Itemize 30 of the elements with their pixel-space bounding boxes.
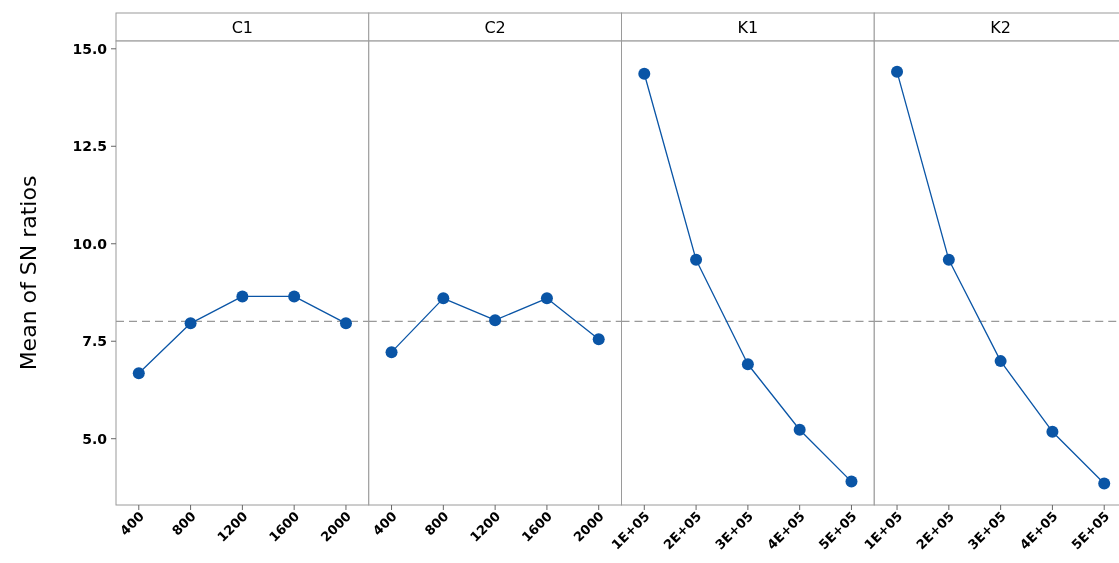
point [942, 253, 955, 266]
y-tick-label: 15.0 [72, 40, 108, 57]
point [891, 65, 904, 78]
point [437, 292, 450, 305]
point [236, 290, 249, 303]
chart-title: C2 [484, 18, 506, 37]
chart-title: K2 [990, 18, 1011, 37]
y-tick-label: 7.5 [82, 333, 107, 350]
point [845, 475, 858, 488]
point [994, 355, 1007, 368]
point [1046, 425, 1059, 438]
y-tick-label: 5.0 [82, 430, 108, 447]
point [184, 317, 197, 330]
chart-title: C1 [231, 18, 254, 37]
point [288, 290, 301, 303]
y-tick-label: 10.0 [72, 235, 108, 252]
point [489, 314, 502, 327]
point [793, 423, 806, 436]
point [1098, 477, 1111, 490]
point [592, 333, 605, 346]
point [638, 67, 651, 80]
point [339, 317, 352, 330]
chart-title: K1 [737, 18, 759, 37]
point [540, 292, 553, 305]
point [690, 253, 703, 266]
y-tick-label: 12.5 [72, 138, 107, 155]
point [741, 358, 754, 371]
point [132, 367, 145, 380]
point [385, 346, 398, 359]
y-axis-title: Mean of SN ratios [16, 175, 41, 371]
